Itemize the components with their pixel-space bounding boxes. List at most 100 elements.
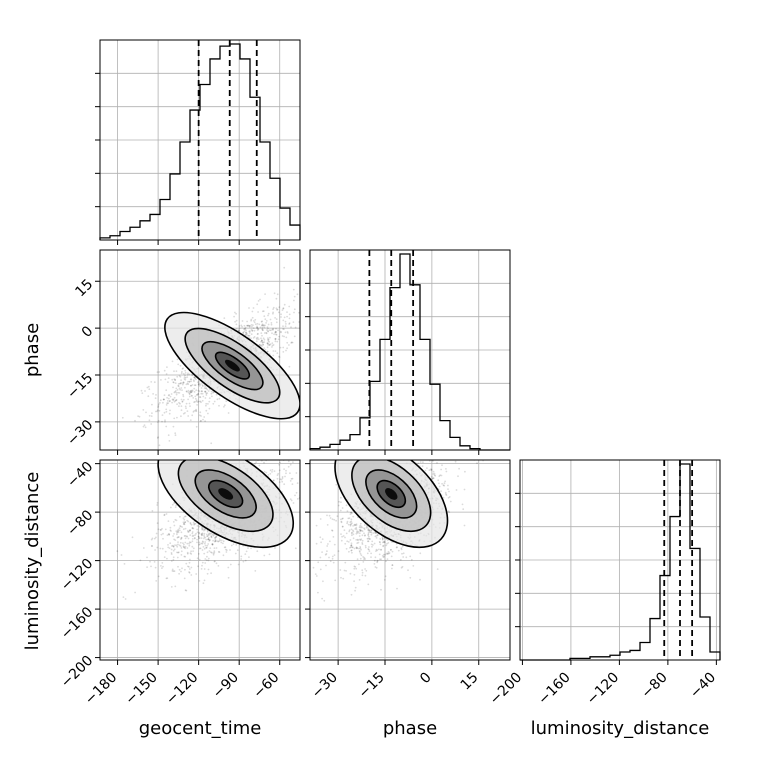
sample-point [181, 383, 184, 386]
sample-point [198, 414, 201, 417]
sample-point [182, 382, 184, 384]
sample-point [147, 385, 150, 388]
sample-point [280, 313, 282, 316]
sample-point [321, 597, 323, 600]
sample-point [225, 551, 228, 553]
sample-point [315, 542, 318, 545]
sample-point [340, 576, 342, 579]
sample-point [182, 398, 185, 401]
sample-point [195, 573, 198, 575]
sample-point [188, 541, 191, 544]
sample-point [361, 571, 364, 574]
sample-point [368, 550, 371, 553]
sample-point [202, 395, 205, 398]
sample-point [162, 398, 165, 401]
sample-point [178, 405, 180, 407]
sample-point [157, 421, 159, 423]
sample-point [379, 538, 382, 540]
sample-point [424, 469, 427, 472]
sample-point [192, 397, 195, 399]
sample-point [235, 323, 238, 326]
sample-point [335, 483, 338, 486]
sample-point [210, 535, 213, 537]
sample-point [370, 552, 372, 555]
sample-point [281, 476, 284, 478]
sample-point [232, 543, 235, 545]
panel-frame [99, 459, 301, 661]
sample-point [260, 344, 263, 347]
sample-point [285, 472, 287, 475]
sample-point [199, 383, 202, 386]
sample-point [198, 580, 201, 582]
sample-point [160, 379, 162, 381]
sample-point [274, 331, 277, 333]
sample-point [263, 315, 266, 318]
sample-point [431, 455, 433, 457]
sample-point [203, 534, 205, 537]
sample-point [359, 522, 362, 525]
y-axis-title-phase: phase [22, 323, 43, 377]
sample-point [204, 544, 207, 547]
sample-point [191, 532, 194, 535]
sample-point [183, 577, 186, 580]
sample-point [263, 461, 265, 464]
sample-point [176, 530, 179, 533]
sample-point [161, 567, 163, 569]
sample-point [376, 560, 379, 563]
sample-point [278, 355, 280, 358]
sample-point [341, 517, 344, 520]
sample-point [272, 311, 274, 314]
sample-point [298, 311, 300, 314]
sample-point [272, 327, 274, 330]
sample-point [348, 530, 351, 533]
sample-point [241, 320, 244, 322]
sample-point [205, 409, 208, 412]
sample-point [176, 375, 179, 378]
sample-point [304, 546, 306, 548]
sample-point [263, 347, 265, 350]
sample-point [161, 420, 163, 423]
sample-point [167, 544, 169, 546]
sample-point [169, 526, 172, 529]
sample-point [193, 537, 196, 540]
sample-point [203, 568, 206, 570]
sample-point [261, 324, 263, 327]
sample-point [134, 591, 137, 594]
sample-point [197, 383, 200, 386]
sample-point [329, 280, 331, 282]
sample-point [464, 470, 466, 473]
sample-point [447, 510, 450, 513]
sample-point [187, 380, 189, 383]
sample-point [174, 382, 177, 384]
sample-point [167, 397, 170, 400]
sample-point [193, 384, 196, 387]
sample-point [201, 385, 204, 388]
sample-point [176, 389, 179, 391]
sample-point [160, 565, 162, 567]
sample-point [177, 531, 180, 534]
sample-point [157, 419, 160, 422]
sample-point [445, 494, 448, 496]
sample-point [294, 326, 297, 329]
sample-point [187, 529, 189, 532]
sample-point [200, 387, 203, 389]
sample-point [196, 394, 199, 396]
sample-point [326, 514, 328, 517]
sample-point [180, 537, 183, 540]
sample-point [361, 542, 364, 544]
sample-point [308, 494, 310, 496]
sample-point [179, 541, 182, 544]
sample-point [142, 425, 145, 428]
y-tick-label: 15 [72, 276, 96, 300]
x-tick-label: −15 [356, 670, 388, 702]
sample-point [203, 416, 206, 418]
sample-point [168, 400, 171, 403]
sample-point [386, 451, 388, 453]
sample-point [174, 432, 177, 435]
sample-point [334, 579, 337, 582]
sample-point [275, 333, 277, 336]
sample-point [348, 550, 350, 553]
sample-point [180, 531, 183, 534]
sample-point [358, 563, 360, 566]
sample-point [261, 339, 263, 342]
